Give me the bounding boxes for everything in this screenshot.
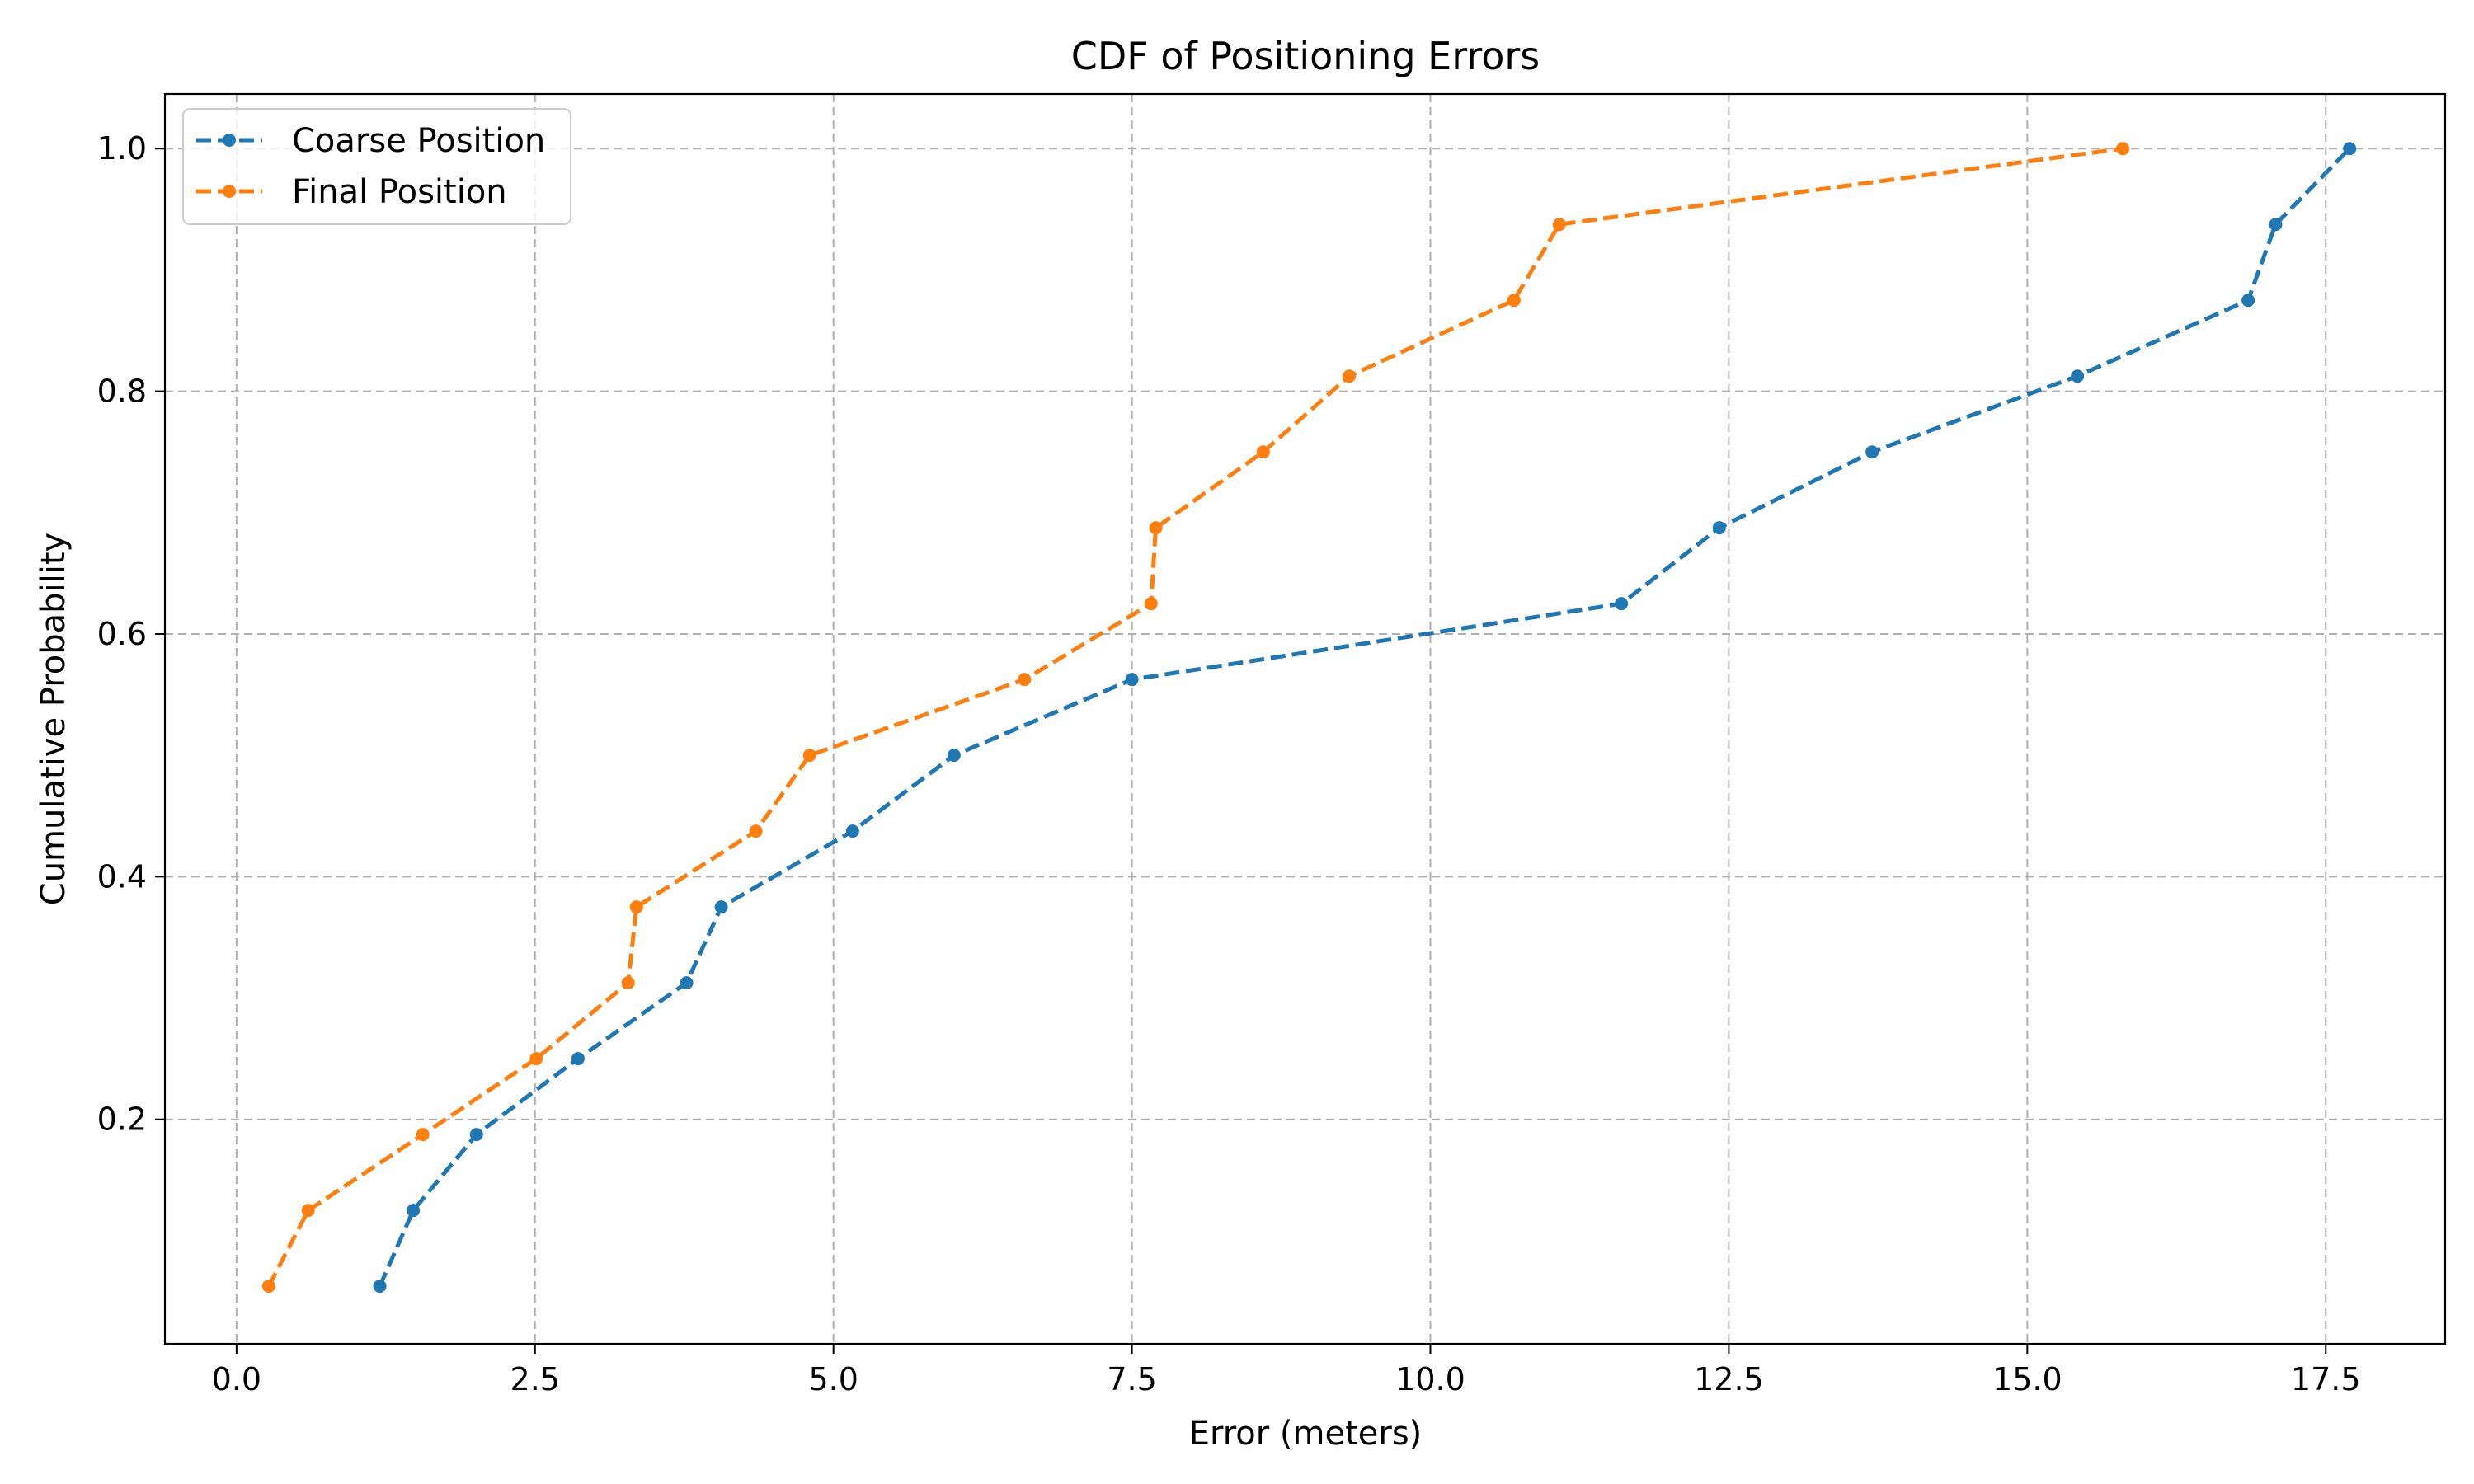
x-tick-label: 5.0 [808, 1361, 858, 1397]
data-point-final-position [1343, 369, 1357, 383]
data-point-final-position [261, 1280, 275, 1294]
y-tick-label: 0.2 [97, 1101, 147, 1138]
data-point-coarse-position [2343, 142, 2357, 156]
data-point-coarse-position [845, 824, 859, 838]
series-line-coarse-position [378, 147, 2351, 1288]
x-tick-label: 10.0 [1395, 1361, 1465, 1397]
tick-layer: 0.0 2.5 5.0 7.5 10.0 12.5 15.0 17.5 0.2 0.4 0.6 0.8… [97, 130, 2361, 1397]
data-point-coarse-position [571, 1052, 585, 1066]
data-point-coarse-position [2269, 218, 2283, 232]
data-point-final-position [1144, 597, 1158, 611]
data-point-final-position [629, 900, 643, 914]
series-final-position [261, 142, 2130, 1294]
data-point-coarse-position [1712, 521, 1726, 535]
data-point-coarse-position [1615, 597, 1629, 611]
legend: Coarse Position Final Position [182, 108, 571, 225]
data-point-final-position [1552, 218, 1566, 232]
data-point-coarse-position [680, 976, 694, 990]
data-point-coarse-position [714, 900, 728, 914]
data-point-final-position [802, 749, 816, 763]
series-coarse-position [373, 142, 2357, 1294]
data-point-final-position [301, 1204, 315, 1218]
data-point-coarse-position [2241, 294, 2255, 308]
data-point-final-position [1149, 521, 1163, 535]
legend-item-coarse-position: Coarse Position [196, 122, 545, 160]
legend-item-final-position: Final Position [196, 173, 507, 211]
legend-swatch-marker [223, 185, 236, 198]
y-axis-label: Cumulative Probability [35, 533, 73, 905]
x-tick-label: 12.5 [1694, 1361, 1764, 1397]
data-point-coarse-position [2071, 369, 2085, 383]
data-point-coarse-position [947, 749, 961, 763]
legend-items: Coarse Position Final Position [196, 122, 545, 211]
y-tick-label: 0.8 [97, 373, 147, 410]
y-tick-label: 1.0 [97, 130, 147, 167]
x-axis-label: Error (meters) [1189, 1415, 1423, 1453]
series-layer [261, 142, 2357, 1294]
data-point-final-position [2116, 142, 2130, 156]
plot-frame [163, 92, 2447, 1345]
data-point-final-position [621, 976, 635, 990]
data-point-coarse-position [1865, 445, 1879, 459]
x-tick-label: 17.5 [2291, 1361, 2361, 1397]
x-tick-label: 0.0 [212, 1361, 261, 1397]
data-point-final-position [416, 1128, 430, 1142]
data-point-final-position [529, 1052, 543, 1066]
data-point-final-position [1256, 445, 1270, 459]
x-tick-label: 15.0 [1992, 1361, 2062, 1397]
data-point-final-position [749, 824, 763, 838]
legend-swatch-marker [223, 134, 236, 147]
data-point-coarse-position [373, 1280, 387, 1294]
x-tick-label: 7.5 [1107, 1361, 1156, 1397]
legend-label: Final Position [292, 173, 507, 211]
x-tick-label: 2.5 [510, 1361, 560, 1397]
data-point-final-position [1018, 673, 1032, 687]
data-point-final-position [1507, 294, 1521, 308]
data-point-coarse-position [1125, 673, 1139, 687]
grid-layer [165, 94, 2445, 1344]
y-tick-label: 0.4 [97, 858, 147, 895]
data-point-coarse-position [469, 1128, 483, 1142]
legend-label: Coarse Position [292, 122, 545, 160]
series-line-final-position [266, 146, 2124, 1288]
chart-title: CDF of Positioning Errors [1071, 34, 1540, 78]
y-tick-label: 0.6 [97, 616, 147, 652]
legend-box [182, 108, 571, 225]
data-point-coarse-position [407, 1204, 421, 1218]
